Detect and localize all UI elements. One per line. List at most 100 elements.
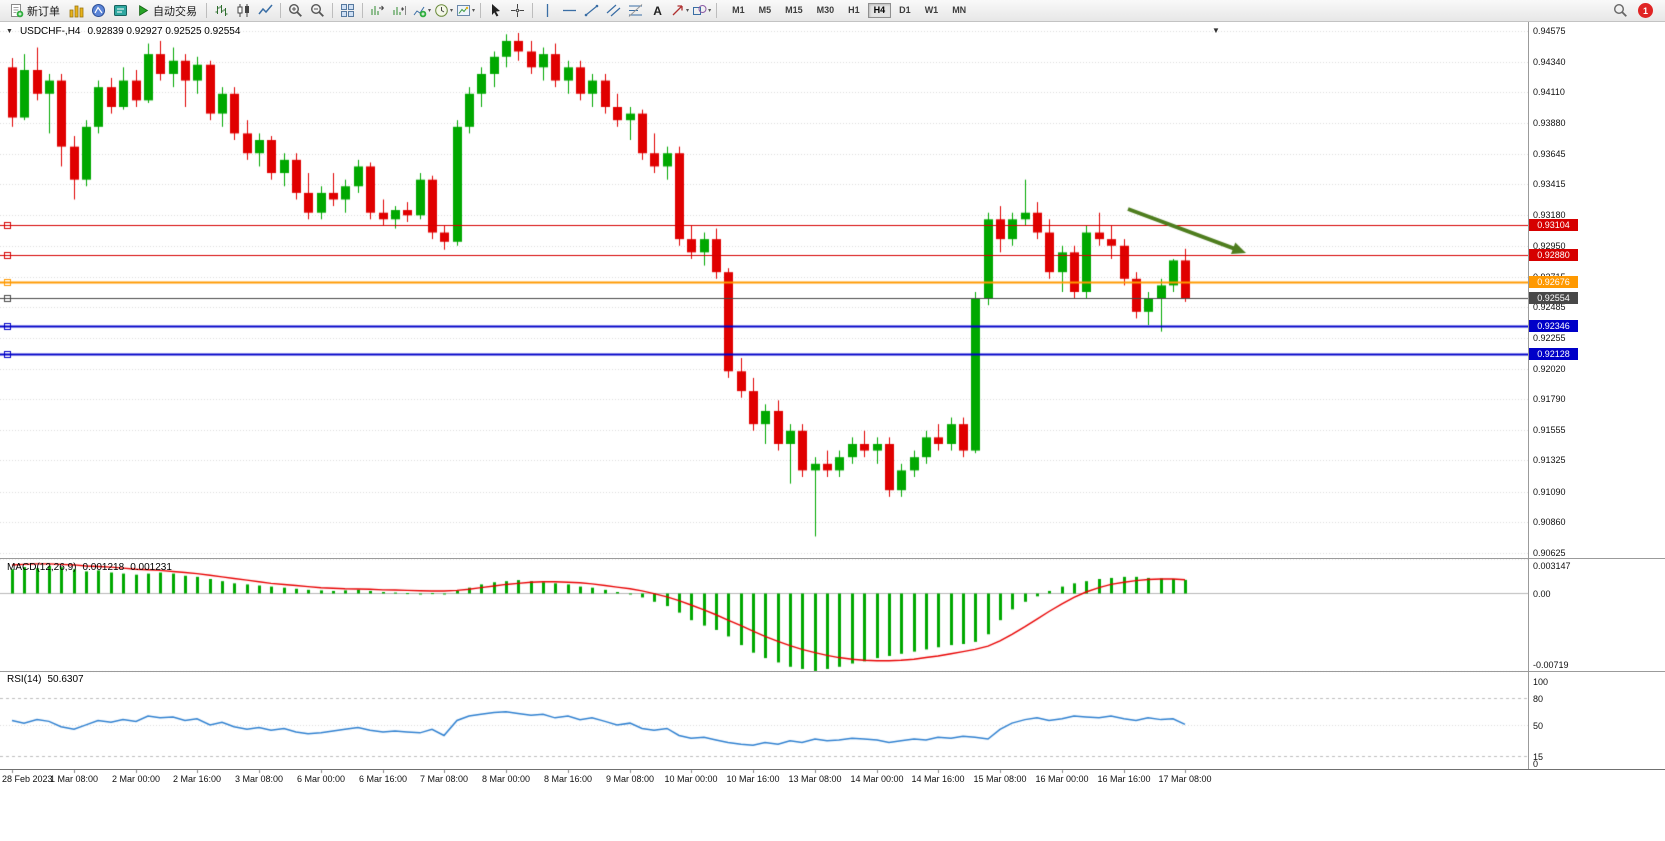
price-axis-label: 0.93880 — [1533, 118, 1566, 128]
macd-axis-label: -0.00719 — [1533, 660, 1569, 670]
zoom-out-button[interactable] — [307, 1, 328, 21]
auto-scroll-icon — [371, 5, 384, 15]
crosshair-button[interactable] — [507, 1, 528, 21]
price-tag[interactable]: 0.92346 — [1529, 320, 1578, 332]
dropdown-caret-icon: ▾ — [450, 7, 454, 14]
time-axis-label: 2 Mar 16:00 — [172, 774, 222, 784]
chart-window: ▼ USDCHF-,H4 0.92839 0.92927 0.92525 0.9… — [0, 22, 1665, 841]
fibonacci-tool-button[interactable] — [625, 1, 646, 21]
chart-shift-button[interactable] — [389, 1, 410, 21]
add-indicator-button[interactable]: ▾ — [411, 1, 432, 21]
timeframe-button-mn[interactable]: MN — [952, 4, 967, 15]
rsi-axis-label: 0 — [1533, 759, 1539, 769]
terminal-button[interactable] — [110, 1, 131, 21]
price-axis-label: 0.90860 — [1533, 517, 1566, 527]
notification-badge[interactable]: 1 — [1638, 3, 1653, 18]
time-axis-label: 16 Mar 00:00 — [1035, 774, 1089, 784]
dropdown-caret-icon: ▾ — [472, 7, 476, 14]
timeframe-button-w1[interactable]: W1 — [924, 4, 939, 15]
timeframe-button-h1[interactable]: H1 — [848, 4, 860, 15]
price-axis-label: 0.94575 — [1533, 26, 1566, 36]
price-tag[interactable]: 0.92676 — [1529, 276, 1578, 288]
timeframe-button-m5[interactable]: M5 — [758, 4, 772, 15]
search-icon[interactable] — [1613, 3, 1628, 18]
time-axis-label: 17 Mar 08:00 — [1158, 774, 1212, 784]
collapse-chart-icon[interactable]: ▼ — [6, 28, 13, 35]
time-axis-label: 9 Mar 08:00 — [605, 774, 655, 784]
price-tag[interactable]: 0.92880 — [1529, 249, 1578, 261]
price-axis-label: 0.90625 — [1533, 548, 1566, 558]
time-axis-label: 6 Mar 16:00 — [358, 774, 408, 784]
vertical-line-icon — [546, 4, 549, 17]
tile-windows-button[interactable] — [337, 1, 358, 21]
cursor-icon — [492, 4, 501, 17]
toolbar-separator — [280, 3, 281, 18]
time-axis-label: 7 Mar 08:00 — [419, 774, 469, 784]
navigator-button[interactable] — [88, 1, 109, 21]
market-watch-button[interactable] — [66, 1, 87, 21]
timeframe-button-d1[interactable]: D1 — [899, 4, 911, 15]
price-axis-label: 0.92485 — [1533, 302, 1566, 312]
price-axis-label: 0.91555 — [1533, 425, 1566, 435]
price-tag[interactable]: 0.92554 — [1529, 292, 1578, 304]
macd-indicator-label: MACD(12,26,9) 0.001218 0.001231 — [7, 562, 172, 573]
new-order-button[interactable]: 新订单 — [4, 1, 65, 21]
time-axis-label: 14 Mar 16:00 — [911, 774, 965, 784]
vertical-line-tool-button[interactable] — [537, 1, 558, 21]
candlestick-chart-button[interactable] — [233, 1, 254, 21]
navigator-icon — [92, 4, 105, 17]
cursor-button[interactable] — [485, 1, 506, 21]
timeframe-button-h4[interactable]: H4 — [867, 2, 892, 19]
toolbar-separator — [332, 3, 333, 18]
chart-shift-marker[interactable]: ▼ — [1212, 26, 1220, 35]
price-tag[interactable]: 0.93104 — [1529, 219, 1578, 231]
time-axis-label: 8 Mar 00:00 — [481, 774, 531, 784]
template-button[interactable]: ▾ — [455, 1, 476, 21]
arrows-tool-button[interactable]: ▾ — [669, 1, 690, 21]
trendline-tool-button[interactable] — [581, 1, 602, 21]
zoom-in-button[interactable] — [285, 1, 306, 21]
bar-chart-button[interactable] — [211, 1, 232, 21]
auto-trading-button[interactable]: 自动交易 — [132, 1, 202, 21]
toolbar-separator — [362, 3, 363, 18]
horizontal-line-tool-button[interactable] — [559, 1, 580, 21]
price-axis-label: 0.91090 — [1533, 487, 1566, 497]
dropdown-caret-icon: ▾ — [428, 7, 432, 14]
price-tag[interactable]: 0.92128 — [1529, 348, 1578, 360]
period-button[interactable]: ▾ — [433, 1, 454, 21]
macd-panel-divider[interactable] — [0, 558, 1665, 559]
price-chart-canvas[interactable] — [0, 22, 1528, 774]
toolbar-separator — [206, 3, 207, 18]
price-axis-label: 0.92020 — [1533, 364, 1566, 374]
timeframe-button-m15[interactable]: M15 — [785, 4, 803, 15]
toolbar-separator — [716, 3, 718, 18]
price-axis-label: 0.94110 — [1533, 87, 1565, 97]
rsi-panel-divider[interactable] — [0, 671, 1665, 672]
tile-windows-icon — [341, 4, 354, 17]
price-axis-label: 0.92950 — [1533, 241, 1566, 251]
channel-tool-button[interactable] — [603, 1, 624, 21]
time-axis-label: 8 Mar 16:00 — [543, 774, 593, 784]
time-axis-label: 28 Feb 2023 — [2, 774, 53, 784]
timeframe-button-m30[interactable]: M30 — [816, 4, 835, 15]
time-axis-label: 14 Mar 00:00 — [850, 774, 904, 784]
new-order-icon — [11, 4, 24, 18]
shapes-tool-button[interactable]: ▾ — [691, 1, 712, 21]
price-axis-label: 0.93180 — [1533, 210, 1566, 220]
play-icon — [139, 4, 149, 17]
text-tool-button[interactable]: A — [647, 1, 668, 21]
add-indicator-icon — [413, 6, 427, 18]
arrow-tool-icon — [672, 5, 683, 16]
timeframe-button-m1[interactable]: M1 — [732, 4, 745, 15]
dropdown-caret-icon: ▾ — [686, 7, 690, 14]
timeframe-group: M1 M5 M15 M30 H1 H4 D1 W1 MN — [725, 2, 973, 19]
macd-axis-label: 0.003147 — [1533, 561, 1571, 571]
trendline-icon — [584, 4, 599, 17]
auto-scroll-button[interactable] — [367, 1, 388, 21]
macd-signal-value: 0.001231 — [130, 562, 172, 573]
chart-symbol-title: USDCHF-,H4 — [19, 26, 81, 37]
chart-title-bar: ▼ USDCHF-,H4 0.92839 0.92927 0.92525 0.9… — [6, 26, 240, 37]
line-chart-button[interactable] — [255, 1, 276, 21]
time-axis-label: 16 Mar 16:00 — [1097, 774, 1151, 784]
